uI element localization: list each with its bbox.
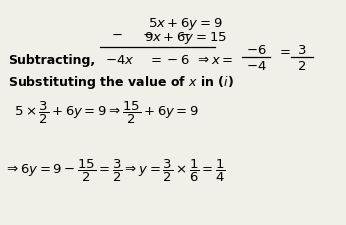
Text: $-$: $-$ [179,28,191,41]
Text: $-$: $-$ [111,28,123,41]
Text: $-4x$: $-4x$ [105,54,135,67]
Text: $5 \times \dfrac{3}{2} + 6y = 9 \Rightarrow \dfrac{15}{2} + 6y = 9$: $5 \times \dfrac{3}{2} + 6y = 9 \Rightar… [14,99,199,126]
Text: $=$: $=$ [277,44,291,57]
Text: $9x + 6y = 15$: $9x + 6y = 15$ [144,30,226,46]
Text: $-6$: $-6$ [246,44,266,57]
Text: $5x + 6y = 9$: $5x + 6y = 9$ [148,16,222,32]
Text: $\Rightarrow 6y = 9 - \dfrac{15}{2} = \dfrac{3}{2} \Rightarrow y = \dfrac{3}{2} : $\Rightarrow 6y = 9 - \dfrac{15}{2} = \d… [4,157,226,183]
Text: $-4$: $-4$ [246,60,266,73]
Text: $2$: $2$ [298,60,307,73]
Text: $3$: $3$ [297,44,307,57]
Text: $\Rightarrow x =$: $\Rightarrow x =$ [195,54,233,67]
Text: $= -6$: $= -6$ [148,54,190,67]
Text: $-$: $-$ [142,28,154,41]
Text: Subtracting,: Subtracting, [8,54,95,67]
Text: Substituting the value of $x$ in ($i$): Substituting the value of $x$ in ($i$) [8,74,234,91]
